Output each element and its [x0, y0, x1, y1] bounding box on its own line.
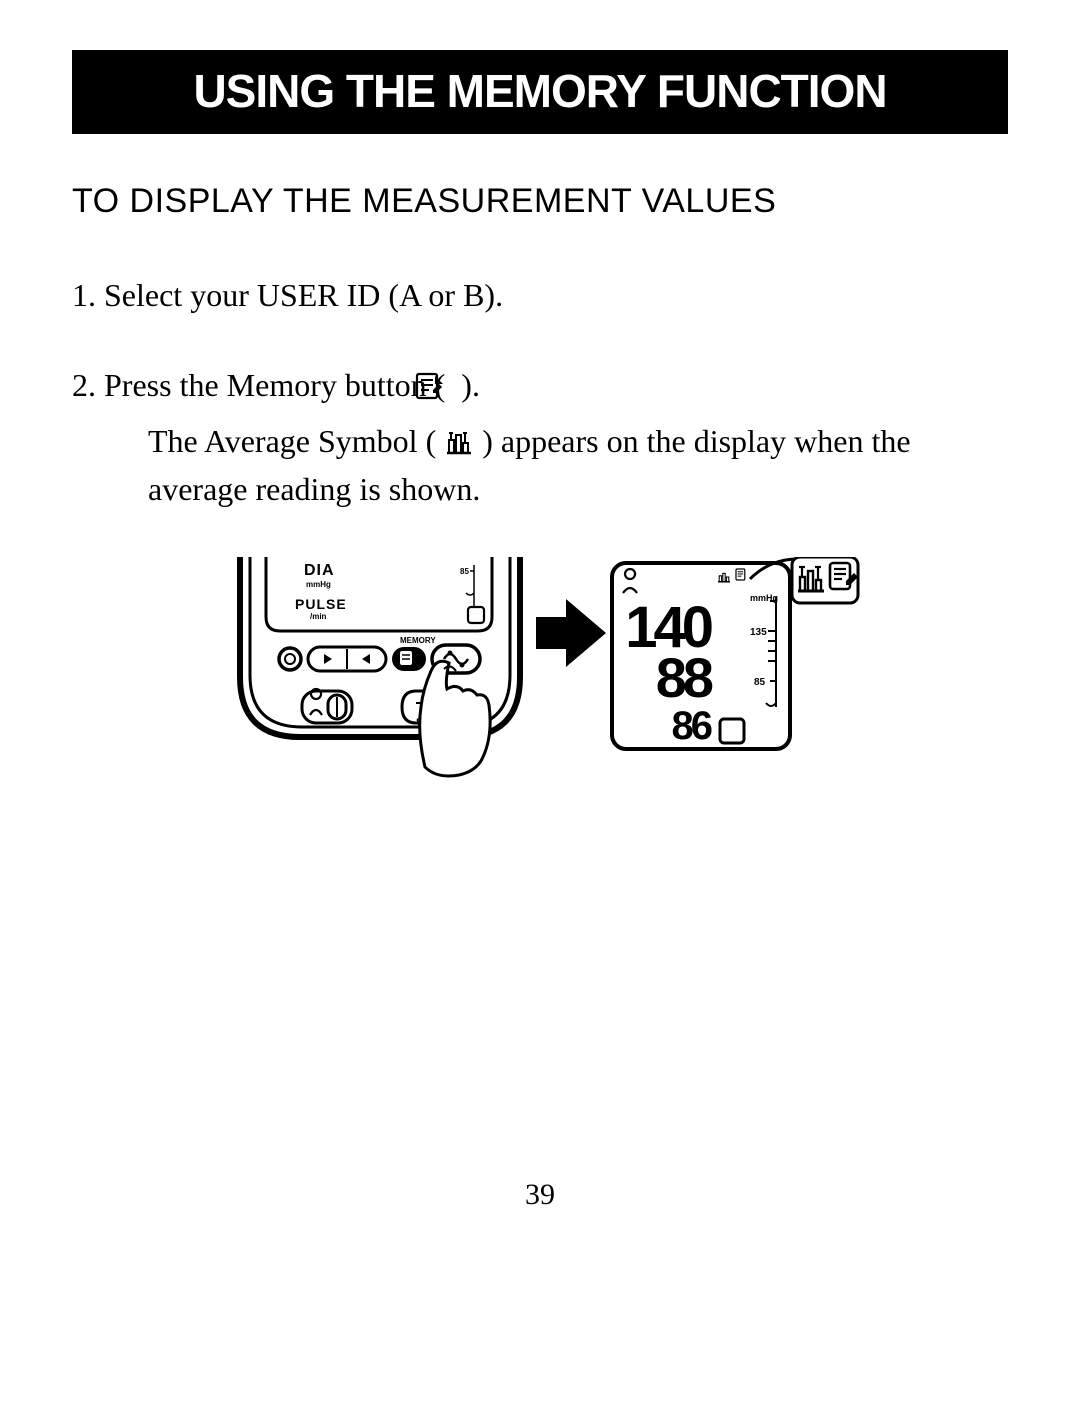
page-number: 39 — [0, 1178, 1080, 1212]
label-permin: /min — [310, 612, 327, 621]
manual-page: USING THE MEMORY FUNCTION TO DISPLAY THE… — [0, 0, 1080, 1402]
step-text-before: Press the Memory button ( — [104, 367, 445, 403]
step-number: 1. — [72, 277, 96, 313]
step-body: The Average Symbol ( ) appears on the di… — [110, 419, 1008, 511]
scale-85b: 85 — [754, 677, 766, 688]
label-pulse: PULSE — [295, 596, 347, 612]
arrow-icon — [536, 599, 606, 667]
step-text: Select your USER ID (A or B). — [104, 277, 503, 313]
label-dia: DIA — [304, 562, 335, 579]
figure-svg: DIA mmHg PULSE /min 85 ME — [220, 557, 860, 787]
lcd-display: 140 88 86 mmHg 135 85 — [612, 557, 858, 749]
step-1: 1. Select your USER ID (A or B). — [72, 273, 1008, 317]
device-illustration: DIA mmHg PULSE /min 85 ME — [240, 557, 520, 776]
step-2: 2. Press the Memory button ( ). The Aver… — [72, 363, 1008, 511]
label-memory: MEMORY — [400, 636, 436, 645]
step-list: 1. Select your USER ID (A or B). 2. Pres… — [72, 273, 1008, 511]
instruction-figure: DIA mmHg PULSE /min 85 ME — [220, 557, 860, 787]
section-heading: TO DISPLAY THE MEASUREMENT VALUES — [72, 182, 1008, 221]
dia-value: 88 — [656, 646, 713, 709]
scale-135: 135 — [750, 627, 767, 638]
pulse-value: 86 — [672, 704, 712, 748]
step-text-after: ). — [461, 367, 480, 403]
label-mmhg: mmHg — [306, 580, 331, 589]
finger-icon — [420, 661, 490, 776]
step-number: 2. — [72, 367, 96, 403]
body-before: The Average Symbol ( — [148, 423, 436, 459]
average-icon — [444, 423, 474, 467]
scale-85: 85 — [460, 567, 469, 576]
page-title: USING THE MEMORY FUNCTION — [72, 50, 1008, 134]
